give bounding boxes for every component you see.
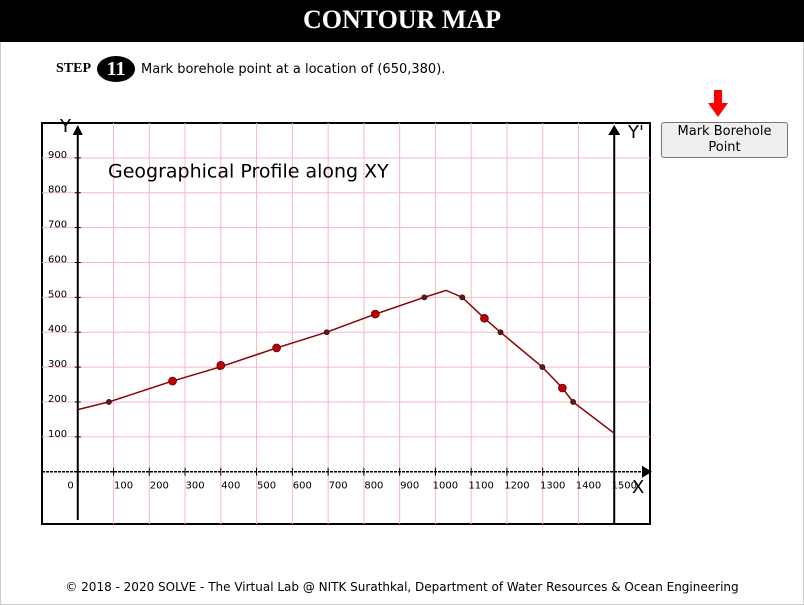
- mark-borehole-button[interactable]: Mark Borehole Point: [661, 122, 788, 158]
- header-title: CONTOUR MAP: [0, 0, 804, 42]
- arrow-icon: [708, 90, 728, 117]
- step-number: 11: [97, 56, 136, 82]
- step: STEP 11 Mark borehole point at a locatio…: [56, 56, 445, 82]
- footer: © 2018 - 2020 SOLVE - The Virtual Lab @ …: [65, 580, 739, 594]
- step-instruction: Mark borehole point at a location of (65…: [141, 61, 446, 77]
- step-label: STEP: [56, 61, 92, 76]
